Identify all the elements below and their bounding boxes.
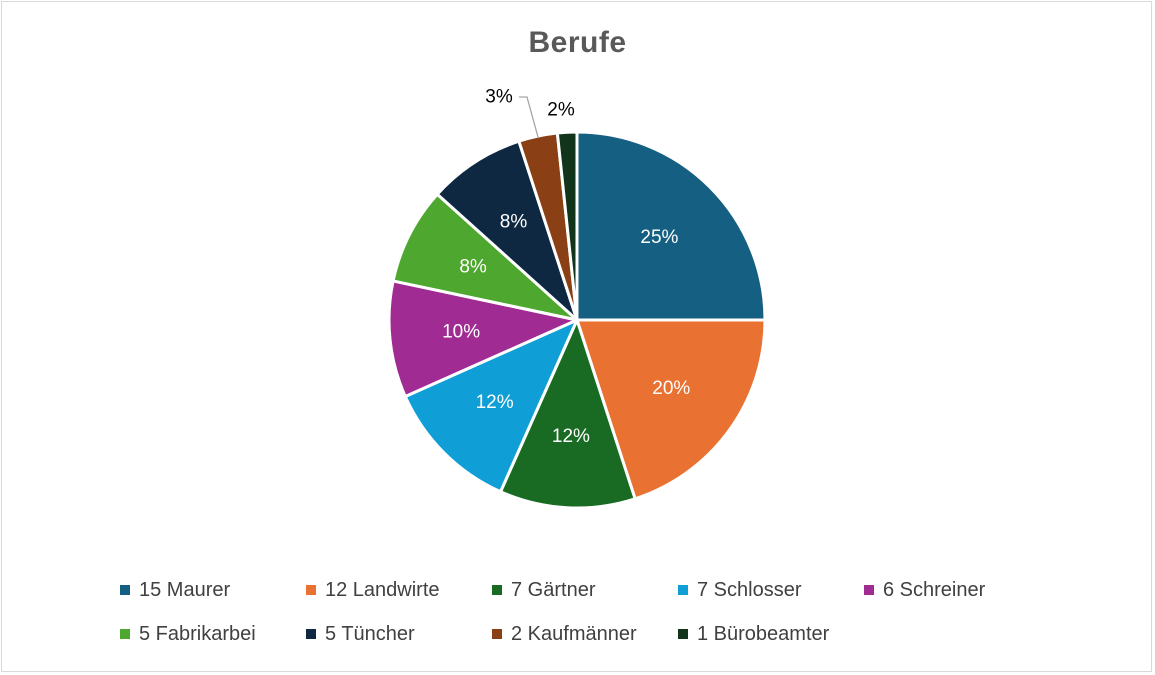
pie-slice-1-bürobeamter (555, 130, 579, 322)
pie-slice-5-fabrikarbei (391, 192, 579, 322)
legend-swatch (120, 629, 130, 639)
legend-item-1-bürobeamter: 1 Bürobeamter (678, 622, 864, 646)
chart-legend: 15 Maurer 12 Landwirte 7 Gärtner 7 Schlosse… (120, 578, 1060, 646)
legend-swatch (492, 585, 502, 595)
legend-swatch (678, 629, 688, 639)
data-label-5-fabrikarbei: 8% (459, 257, 487, 278)
legend-item-12-landwirte: 12 Landwirte (306, 578, 492, 602)
legend-swatch (492, 629, 502, 639)
leader-line-2-kaufmänner (519, 96, 539, 139)
data-label-7-gärtner: 12% (552, 426, 590, 447)
data-label-1-bürobeamter: 2% (547, 100, 575, 121)
data-label-5-tüncher: 8% (500, 212, 528, 233)
data-label-6-schreiner: 10% (442, 322, 480, 343)
legend-label: 1 Bürobeamter (697, 622, 830, 645)
legend-swatch (306, 585, 316, 595)
pie-slice-15-maurer (575, 130, 767, 322)
legend-swatch (864, 585, 874, 595)
data-label-2-kaufmänner: 3% (485, 87, 513, 108)
legend-swatch (306, 629, 316, 639)
pie-slice-12-landwirte (575, 318, 767, 501)
legend-item-15-maurer: 15 Maurer (120, 578, 306, 602)
legend-label: 5 Fabrikarbei (139, 622, 256, 645)
legend-swatch (678, 585, 688, 595)
pie-slice-7-schlosser (403, 318, 579, 494)
chart-title: Berufe (528, 26, 627, 59)
legend-label: 7 Gärtner (511, 578, 596, 601)
legend-label: 6 Schreiner (883, 578, 986, 601)
legend-item-6-schreiner: 6 Schreiner (864, 578, 1050, 602)
legend-item-5-tüncher: 5 Tüncher (306, 622, 492, 646)
pie-slice-6-schreiner (387, 279, 579, 398)
legend-label: 5 Tüncher (325, 622, 415, 645)
data-label-15-maurer: 25% (640, 227, 678, 248)
legend-label: 2 Kaufmänner (511, 622, 637, 645)
legend-label: 7 Schlosser (697, 578, 802, 601)
pie-slice-7-gärtner (499, 318, 637, 510)
legend-label: 12 Landwirte (325, 578, 440, 601)
legend-label: 15 Maurer (139, 578, 231, 601)
data-label-12-landwirte: 20% (652, 378, 690, 399)
legend-item-7-gärtner: 7 Gärtner (492, 578, 678, 602)
legend-item-7-schlosser: 7 Schlosser (678, 578, 864, 602)
data-label-7-schlosser: 12% (476, 392, 514, 413)
legend-swatch (120, 585, 130, 595)
pie-slice-5-tüncher (435, 139, 579, 322)
legend-item-2-kaufmänner: 2 Kaufmänner (492, 622, 678, 646)
legend-item-5-fabrikarbei: 5 Fabrikarbei (120, 622, 306, 646)
